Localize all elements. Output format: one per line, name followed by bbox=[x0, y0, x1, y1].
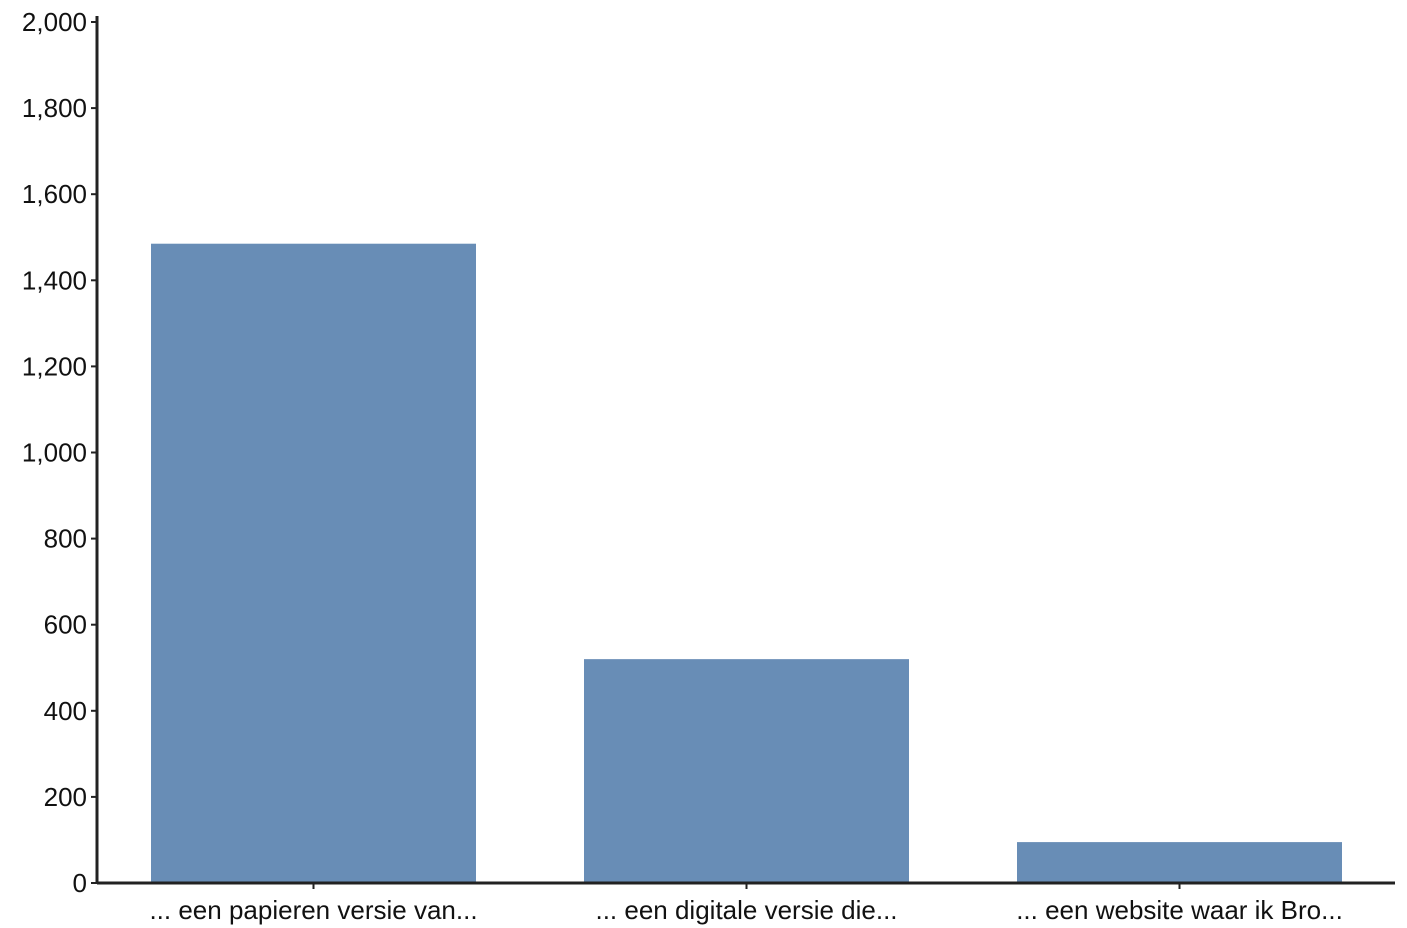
x-category-label: ... een digitale versie die... bbox=[595, 895, 897, 925]
bar[interactable] bbox=[584, 659, 909, 883]
x-axis-labels: ... een papieren versie van... ... een di… bbox=[149, 883, 1343, 925]
y-tick-label: 1,200 bbox=[22, 351, 87, 381]
x-category-label: ... een website waar ik Bro... bbox=[1016, 895, 1343, 925]
y-axis-ticks: 0 200 400 600 800 1,000 1,200 1,400 1,600 1,800 2,… bbox=[22, 7, 97, 898]
x-category-label: ... een papieren versie van... bbox=[149, 895, 477, 925]
y-tick-label: 600 bbox=[44, 610, 87, 640]
bars-group bbox=[151, 243, 1342, 883]
y-tick-label: 1,600 bbox=[22, 179, 87, 209]
y-tick-label: 0 bbox=[73, 868, 87, 898]
y-tick-label: 400 bbox=[44, 696, 87, 726]
y-tick-label: 200 bbox=[44, 782, 87, 812]
bar[interactable] bbox=[1017, 842, 1342, 883]
y-tick-label: 1,800 bbox=[22, 93, 87, 123]
y-tick-label: 1,000 bbox=[22, 438, 87, 468]
bar[interactable] bbox=[151, 243, 476, 883]
y-tick-label: 800 bbox=[44, 524, 87, 554]
y-tick-label: 2,000 bbox=[22, 7, 87, 37]
y-tick-label: 1,400 bbox=[22, 265, 87, 295]
